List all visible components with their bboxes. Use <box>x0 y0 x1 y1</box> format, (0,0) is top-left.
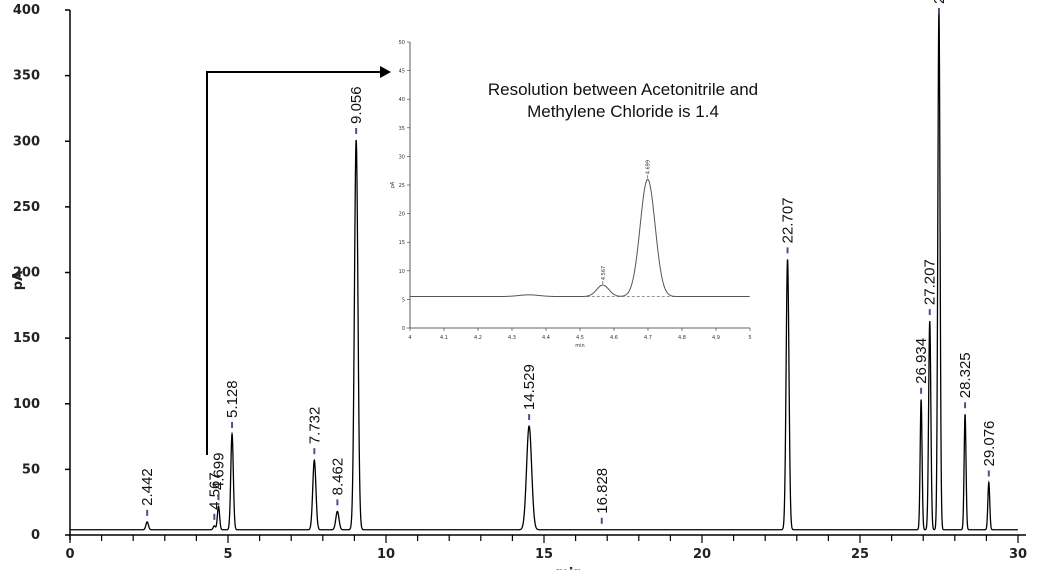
peak-label: 29.076 <box>981 421 998 467</box>
peak-label: 7.732 <box>306 407 323 445</box>
x-tick-label: 0 <box>65 547 74 562</box>
inset-x-axis-label: min <box>575 343 584 349</box>
inset-y-tick-label: 40 <box>399 97 405 103</box>
inset-x-tick-label: 4.1 <box>440 335 448 341</box>
y-tick-label: 300 <box>13 134 40 149</box>
inset-x-tick-label: 4.2 <box>474 335 482 341</box>
inset-y-tick-label: 15 <box>399 240 405 246</box>
y-tick-label: 50 <box>22 462 40 477</box>
pointer-arrow-head <box>380 66 391 78</box>
x-axis-label: min <box>555 566 582 570</box>
peak-label: 14.529 <box>521 364 538 410</box>
x-tick-label: 5 <box>223 547 232 562</box>
inset-x-tick-label: 5 <box>748 335 751 341</box>
y-tick-label: 150 <box>13 331 40 346</box>
inset-y-axis-label: pA <box>390 181 396 188</box>
x-tick-label: 10 <box>377 547 395 562</box>
main-chart: 050100150200250300350400051015202530pAmi… <box>11 0 1027 574</box>
y-tick-label: 100 <box>13 397 40 412</box>
x-tick-label: 20 <box>693 547 711 562</box>
peak-label: 9.056 <box>348 86 365 124</box>
inset-x-tick-label: 4.5 <box>576 335 584 341</box>
peak-label: 28.325 <box>957 352 974 398</box>
inset-y-tick-label: 35 <box>399 126 405 132</box>
y-tick-label: 350 <box>13 69 40 84</box>
inset-x-tick-label: 4.6 <box>610 335 618 341</box>
peak-label: 4.567 <box>206 472 223 510</box>
y-tick-label: 250 <box>13 200 40 215</box>
y-tick-label: 200 <box>13 266 40 281</box>
inset-y-tick-label: 30 <box>399 154 405 160</box>
peak-label: 4.699 <box>210 453 227 491</box>
inset-x-tick-label: 4.4 <box>542 335 550 341</box>
x-tick-label: 15 <box>535 547 553 562</box>
peak-label: 5.128 <box>224 380 241 418</box>
inset-x-tick-label: 4.7 <box>644 335 652 341</box>
x-tick-label: 25 <box>851 547 869 562</box>
inset-trace <box>410 178 750 298</box>
peak-label: 2.442 <box>139 468 156 506</box>
inset-y-tick-label: 20 <box>399 212 405 218</box>
inset-y-tick-label: 10 <box>399 269 405 275</box>
inset-y-tick-label: 25 <box>399 183 405 189</box>
y-tick-label: 400 <box>13 3 40 18</box>
pointer-arrow <box>206 71 381 455</box>
peak-label: 16.828 <box>594 468 611 514</box>
peak-label: 27.207 <box>922 259 939 305</box>
inset-y-tick-label: 0 <box>402 326 405 332</box>
annotation-group: Resolution between Acetonitrile and Meth… <box>206 66 758 455</box>
inset-peak-label: 4.699 <box>646 160 652 174</box>
peak-label: 8.462 <box>329 458 346 496</box>
x-tick-label: 30 <box>1009 547 1027 562</box>
y-axis-label: pA <box>11 271 26 290</box>
peak-label: 27.498 <box>931 0 948 4</box>
inset-x-tick-label: 4.9 <box>712 335 720 341</box>
inset-y-tick-label: 5 <box>402 297 405 303</box>
inset-peak-label: 4.567 <box>601 266 607 280</box>
chromatogram-trace <box>70 10 1018 531</box>
inset-y-tick-label: 45 <box>399 69 405 75</box>
y-tick-label: 0 <box>31 528 40 543</box>
inset-chart: 0 5 10 15 20 25 30 35 40 45 50 4 4.1 4.2 4.3 4.4 4.5 4.6 4… <box>390 37 760 349</box>
inset-x-tick-label: 4.3 <box>508 335 516 341</box>
inset-x-tick-label: 4.8 <box>678 335 686 341</box>
peak-label: 26.934 <box>913 338 930 384</box>
resolution-note-line1: Resolution between Acetonitrile and <box>488 80 758 99</box>
peak-label: 22.707 <box>780 197 797 243</box>
inset-y-tick-label: 50 <box>399 40 405 46</box>
inset-x-tick-label: 4 <box>408 335 411 341</box>
resolution-note-line2: Methylene Chloride is 1.4 <box>527 102 719 121</box>
